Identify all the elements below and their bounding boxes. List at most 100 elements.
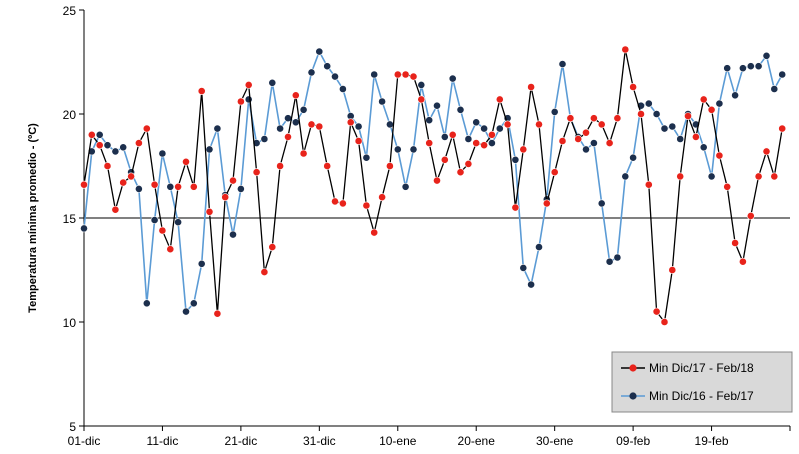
data-point	[174, 218, 182, 227]
data-point	[409, 72, 418, 81]
data-point	[613, 253, 622, 262]
x-tick-label: 20-ene	[458, 434, 496, 448]
data-point	[448, 74, 457, 83]
data-point	[746, 211, 755, 220]
data-point	[111, 205, 120, 214]
data-point	[401, 182, 410, 191]
data-point	[731, 91, 739, 100]
data-point	[574, 135, 583, 143]
x-tick-label: 19-feb	[695, 434, 729, 448]
data-point	[597, 120, 606, 129]
data-point	[276, 124, 284, 133]
data-point	[542, 199, 551, 208]
data-point	[205, 145, 214, 154]
data-point	[480, 141, 488, 150]
data-point	[197, 87, 206, 95]
series-line	[83, 49, 783, 314]
x-tick-label: 01-dic	[68, 434, 101, 448]
data-point	[119, 143, 128, 152]
data-point	[707, 105, 716, 114]
data-point	[119, 178, 128, 187]
data-point	[378, 193, 386, 202]
data-point	[299, 105, 308, 114]
data-point	[252, 139, 261, 147]
data-point	[511, 203, 520, 212]
data-point	[770, 85, 779, 93]
y-tick-label: 5	[69, 420, 76, 434]
data-point	[692, 132, 700, 141]
data-point	[142, 124, 151, 133]
data-point	[535, 243, 543, 251]
data-point	[134, 139, 143, 147]
data-point	[699, 143, 708, 152]
data-point	[472, 139, 481, 147]
data-point	[456, 105, 465, 114]
data-point	[142, 299, 151, 308]
data-point	[166, 245, 175, 254]
x-tick-label: 21-dic	[225, 434, 258, 448]
data-point	[244, 95, 253, 104]
data-point	[260, 268, 269, 276]
data-point	[417, 95, 426, 104]
legend-label: Min Dic/16 - Feb/17	[649, 389, 754, 403]
data-point	[425, 139, 434, 147]
x-tick-label: 11-dic	[147, 434, 179, 448]
data-point	[739, 64, 747, 73]
data-point	[495, 124, 504, 133]
data-point	[770, 172, 779, 181]
data-point	[158, 149, 167, 158]
data-point	[629, 83, 637, 91]
data-point	[409, 145, 418, 154]
data-point	[676, 135, 685, 143]
data-point	[582, 145, 590, 154]
data-point	[338, 199, 347, 208]
data-point	[433, 101, 441, 110]
data-point	[637, 110, 645, 118]
data-point	[723, 64, 732, 73]
data-point	[762, 51, 771, 60]
data-point	[668, 122, 677, 131]
data-point	[621, 172, 630, 181]
data-point	[754, 172, 763, 181]
data-point	[331, 197, 339, 206]
data-point	[464, 159, 473, 168]
data-point	[644, 99, 653, 108]
data-point	[385, 120, 394, 129]
data-point	[189, 299, 198, 308]
data-point	[527, 83, 535, 91]
data-point	[213, 124, 222, 133]
data-point	[236, 184, 245, 193]
data-point	[739, 257, 747, 266]
data-point	[456, 168, 465, 177]
data-point	[652, 110, 661, 118]
data-point	[433, 176, 441, 185]
data-point	[511, 155, 520, 164]
data-point	[158, 226, 167, 235]
data-point	[370, 228, 379, 237]
legend-box	[611, 351, 793, 413]
data-point	[621, 45, 630, 54]
data-point	[103, 141, 112, 150]
y-tick-label: 20	[63, 108, 77, 122]
data-point	[558, 60, 567, 68]
data-point	[291, 118, 300, 127]
data-point	[707, 172, 716, 181]
data-point	[731, 239, 739, 247]
x-tick-label: 09-feb	[616, 434, 650, 448]
series-line	[83, 49, 783, 324]
data-point	[503, 120, 512, 129]
data-point	[401, 70, 410, 79]
data-point	[174, 182, 182, 191]
data-point	[582, 128, 590, 137]
data-point	[495, 95, 504, 104]
data-point	[111, 147, 120, 156]
y-axis-label: Temperatura mínima promedio - (ºC)	[27, 123, 39, 313]
data-point	[660, 124, 669, 133]
data-point	[80, 224, 88, 233]
data-point	[244, 81, 253, 89]
data-point	[762, 147, 771, 156]
data-point	[723, 182, 732, 191]
data-point	[417, 81, 426, 89]
data-point	[487, 139, 496, 147]
data-point	[307, 120, 316, 129]
